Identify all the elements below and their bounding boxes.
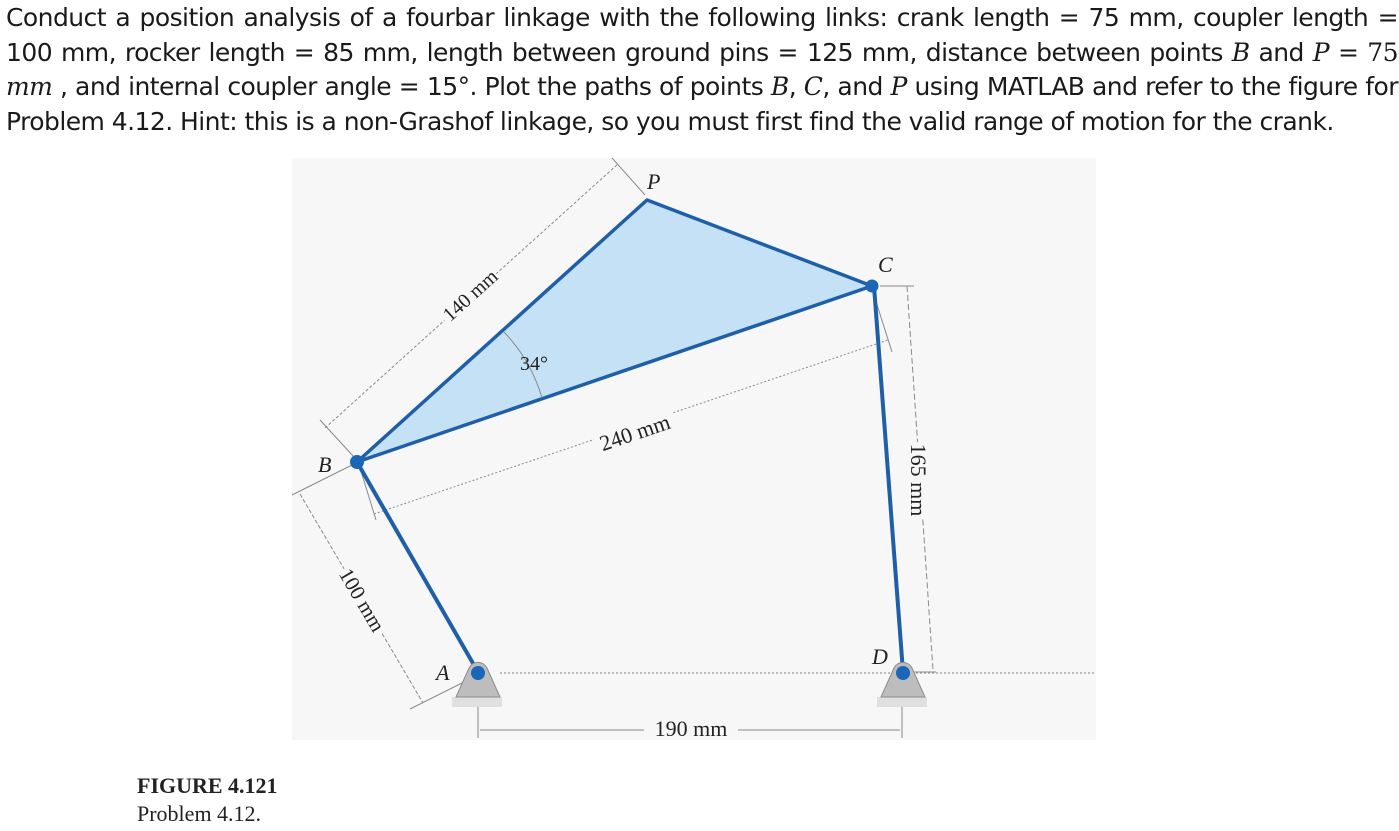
- label-point-d: D: [871, 644, 888, 669]
- coupler-triangle: [355, 198, 874, 464]
- dimension-label-165mm: 165 mm: [906, 444, 931, 517]
- figure-caption: FIGURE 4.121 Problem 4.12.: [137, 772, 278, 828]
- label-point-a: A: [434, 660, 450, 685]
- pin-a: [471, 666, 485, 680]
- label-point-p: P: [646, 169, 660, 194]
- pin-d: [896, 666, 910, 680]
- dim-140-backing: [435, 264, 503, 328]
- angle-label-34deg: 34°: [520, 353, 548, 375]
- dimension-label-190mm: 190 mm: [655, 716, 728, 741]
- math-unit-mm: mm: [6, 72, 53, 101]
- label-point-c: C: [878, 252, 893, 277]
- dim-165-backing: [905, 442, 929, 518]
- pin-b: [350, 455, 364, 469]
- dim-240-backing: [592, 409, 678, 457]
- problem-statement: Conduct a position analysis of a fourbar…: [6, 3, 1399, 136]
- crank-link: [355, 461, 480, 673]
- pin-c: [865, 279, 879, 293]
- math-var-p: P: [1312, 37, 1330, 67]
- math-var-b: B: [1231, 37, 1250, 67]
- label-point-b: B: [318, 452, 331, 477]
- rocker-link: [872, 285, 905, 673]
- dim-100-backing: [333, 563, 390, 639]
- figure-number: FIGURE 4.121: [137, 773, 278, 798]
- figure-subtitle: Problem 4.12.: [137, 801, 262, 826]
